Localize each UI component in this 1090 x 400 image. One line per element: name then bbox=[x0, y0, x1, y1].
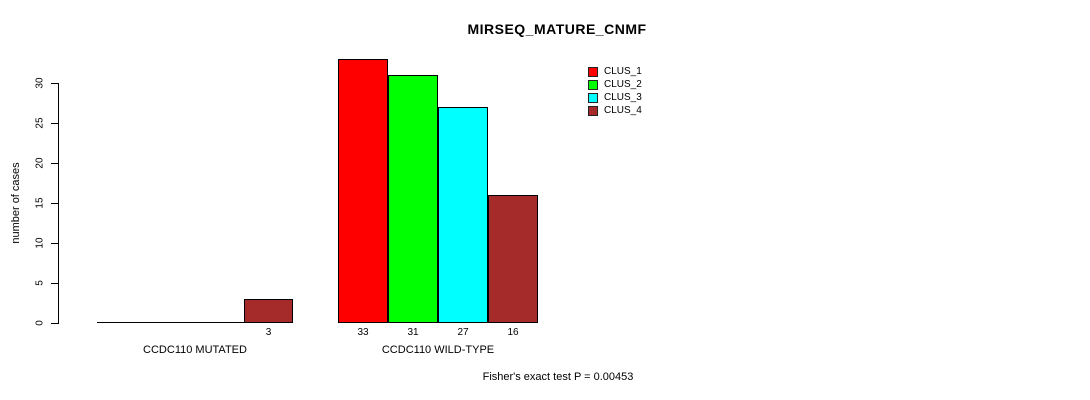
legend-swatch bbox=[588, 80, 598, 90]
y-tick-label: 10 bbox=[34, 237, 46, 249]
legend-swatch bbox=[588, 106, 598, 116]
legend-label: CLUS_3 bbox=[604, 92, 642, 103]
group-label: CCDC110 MUTATED bbox=[143, 344, 247, 356]
bar-zero-line bbox=[97, 322, 146, 323]
legend-swatch bbox=[588, 67, 598, 77]
bar bbox=[488, 195, 538, 323]
y-tick bbox=[51, 162, 58, 164]
legend-label: CLUS_4 bbox=[604, 105, 642, 116]
bar-zero-line bbox=[146, 322, 195, 323]
y-tick bbox=[51, 202, 58, 204]
bar-value-label: 33 bbox=[357, 327, 369, 338]
y-tick-label: 20 bbox=[34, 157, 46, 169]
legend-swatch bbox=[588, 93, 598, 103]
y-tick bbox=[51, 282, 58, 284]
y-axis-label: number of cases bbox=[10, 162, 22, 244]
y-tick-label: 0 bbox=[34, 320, 46, 326]
bar-value-label: 27 bbox=[457, 327, 469, 338]
group-label: CCDC110 WILD-TYPE bbox=[381, 344, 495, 356]
bar-value-label: 31 bbox=[407, 327, 419, 338]
y-axis-line bbox=[58, 83, 59, 324]
y-tick-label: 5 bbox=[34, 280, 46, 286]
y-tick bbox=[51, 122, 58, 124]
bar bbox=[244, 299, 293, 323]
bar bbox=[388, 75, 438, 323]
legend-label: CLUS_2 bbox=[604, 79, 642, 90]
y-tick-label: 15 bbox=[34, 197, 46, 209]
y-tick bbox=[51, 322, 58, 324]
y-tick bbox=[51, 82, 58, 84]
chart-title: MIRSEQ_MATURE_CNMF bbox=[467, 21, 647, 37]
bar-value-label: 16 bbox=[507, 327, 519, 338]
annotation-text: Fisher's exact test P = 0.00453 bbox=[482, 371, 634, 383]
bar bbox=[338, 59, 388, 323]
bar-zero-line bbox=[195, 322, 244, 323]
y-tick bbox=[51, 242, 58, 244]
y-tick-label: 30 bbox=[34, 77, 46, 89]
y-tick-label: 25 bbox=[34, 117, 46, 129]
bar bbox=[438, 107, 488, 323]
bar-value-label: 3 bbox=[265, 327, 272, 338]
legend-label: CLUS_1 bbox=[604, 66, 642, 77]
